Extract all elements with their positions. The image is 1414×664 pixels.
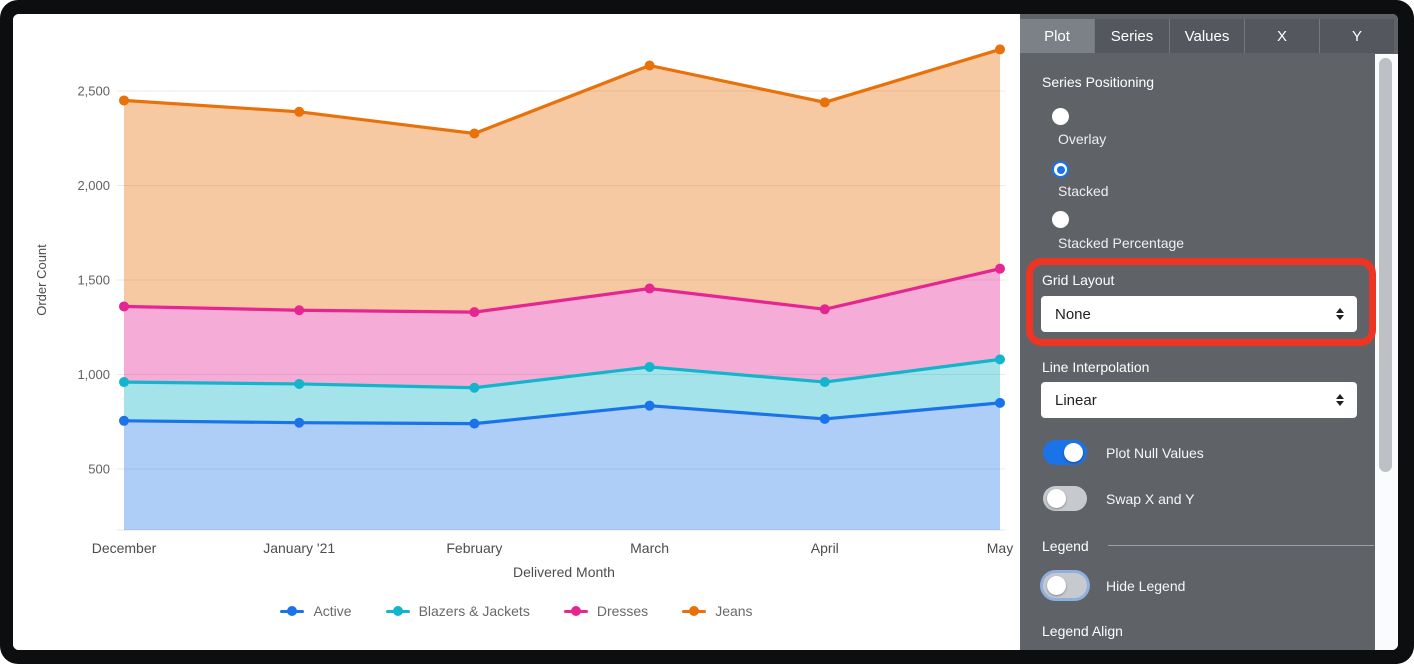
data-point[interactable] — [469, 128, 480, 139]
swap-x-y-label: Swap X and Y — [1106, 491, 1195, 507]
area-band — [124, 359, 1000, 424]
legend-label: Active — [313, 603, 352, 619]
data-point[interactable] — [644, 60, 655, 71]
series-line — [123, 357, 1001, 390]
x-tick-label: January '21 — [263, 540, 335, 556]
data-point[interactable] — [819, 377, 830, 388]
grid-layout-select[interactable]: None — [1041, 296, 1357, 332]
data-point[interactable] — [819, 304, 830, 315]
legend-label: Dresses — [596, 603, 649, 619]
panel-scrollbar-thumb[interactable] — [1379, 58, 1392, 472]
y-tick-label: 1,500 — [77, 273, 110, 288]
x-axis-title: Delivered Month — [513, 564, 615, 580]
y-axis-title: Order Count — [34, 244, 49, 316]
series-positioning-label: Series Positioning — [1042, 74, 1155, 90]
legend-item[interactable]: Dresses — [563, 603, 649, 619]
tab-values[interactable]: Values — [1170, 19, 1245, 53]
plot-null-values-label: Plot Null Values — [1106, 445, 1204, 461]
line-interpolation-select[interactable]: Linear — [1041, 382, 1357, 418]
legend-item[interactable]: Active — [280, 603, 352, 619]
y-tick-label: 2,000 — [77, 178, 110, 193]
legend-marker-icon — [385, 606, 410, 616]
legend-item[interactable]: Blazers & Jackets — [385, 603, 530, 619]
legend-label: Blazers & Jackets — [418, 603, 530, 619]
radio-stacked-percentage[interactable] — [1052, 211, 1069, 228]
tab-plot[interactable]: Plot — [1020, 19, 1095, 53]
data-point[interactable] — [294, 305, 305, 316]
radio-stacked-label: Stacked — [1058, 183, 1109, 199]
legend-marker-icon — [280, 606, 305, 616]
panel-tab-bar: Plot Series Values X Y — [1020, 19, 1394, 53]
tab-series[interactable]: Series — [1095, 19, 1170, 53]
area-band — [124, 268, 1000, 388]
legend-align-label: Legend Align — [1042, 623, 1123, 639]
stacked-area-chart: 500 1,000 1,500 2,000 2,500 December January '… — [34, 44, 1013, 580]
panel-scrollbar — [1375, 54, 1398, 650]
data-point[interactable] — [644, 283, 655, 294]
x-tick-label: May — [987, 540, 1013, 556]
data-point[interactable] — [819, 97, 830, 108]
data-point[interactable] — [119, 377, 129, 388]
chart-pane: 500 1,000 1,500 2,000 2,500 December January '… — [13, 14, 1020, 650]
series-line — [123, 401, 1001, 426]
swap-x-y-toggle[interactable] — [1043, 486, 1087, 511]
legend-marker-icon — [563, 606, 588, 616]
data-point[interactable] — [819, 413, 830, 424]
select-arrows-icon — [1336, 308, 1344, 320]
series-line — [123, 47, 1001, 136]
x-tick-label: April — [811, 540, 839, 556]
data-point[interactable] — [294, 106, 305, 117]
data-point[interactable] — [469, 382, 480, 393]
data-point[interactable] — [119, 301, 129, 312]
radio-overlay-label: Overlay — [1058, 131, 1107, 147]
line-interpolation-value: Linear — [1055, 391, 1097, 409]
data-point[interactable] — [469, 418, 480, 429]
section-divider — [1108, 545, 1374, 546]
radio-stacked[interactable] — [1052, 161, 1069, 178]
settings-panel: Plot Series Values X Y Series Positionin… — [1020, 14, 1398, 650]
area-band — [124, 49, 1000, 313]
area-band — [124, 402, 1000, 530]
data-point[interactable] — [469, 307, 480, 318]
x-tick-label: December — [92, 540, 157, 556]
data-point[interactable] — [995, 354, 1005, 365]
data-point[interactable] — [995, 397, 1005, 408]
series-line — [123, 267, 1001, 314]
tab-x[interactable]: X — [1245, 19, 1320, 53]
grid-layout-label: Grid Layout — [1042, 272, 1115, 288]
radio-overlay[interactable] — [1052, 108, 1069, 125]
hide-legend-toggle[interactable] — [1043, 573, 1087, 598]
data-point[interactable] — [995, 263, 1005, 274]
data-point[interactable] — [119, 95, 129, 106]
data-point[interactable] — [995, 44, 1005, 55]
legend-marker-icon — [682, 606, 707, 616]
radio-stacked-percentage-label: Stacked Percentage — [1058, 235, 1185, 251]
hide-legend-label: Hide Legend — [1106, 578, 1186, 594]
data-point[interactable] — [294, 378, 305, 389]
data-point[interactable] — [119, 415, 129, 426]
data-point[interactable] — [644, 361, 655, 372]
legend-section-label: Legend — [1042, 538, 1089, 554]
y-tick-label: 2,500 — [77, 84, 110, 99]
legend-label: Jeans — [715, 603, 753, 619]
select-arrows-icon — [1336, 394, 1344, 406]
y-tick-label: 1,000 — [77, 367, 110, 382]
chart-legend: Active Blazers & Jackets Dresses Jeans — [13, 603, 1020, 619]
x-tick-label: February — [446, 540, 502, 556]
legend-item[interactable]: Jeans — [682, 603, 753, 619]
data-point[interactable] — [294, 417, 305, 428]
y-tick-label: 500 — [88, 462, 110, 477]
x-tick-label: March — [630, 540, 669, 556]
grid-layout-value: None — [1055, 305, 1091, 323]
data-point[interactable] — [644, 400, 655, 411]
plot-null-values-toggle[interactable] — [1043, 440, 1087, 465]
app-content: 500 1,000 1,500 2,000 2,500 December January '… — [13, 14, 1398, 650]
tab-y[interactable]: Y — [1320, 19, 1394, 53]
line-interpolation-label: Line Interpolation — [1042, 359, 1150, 375]
